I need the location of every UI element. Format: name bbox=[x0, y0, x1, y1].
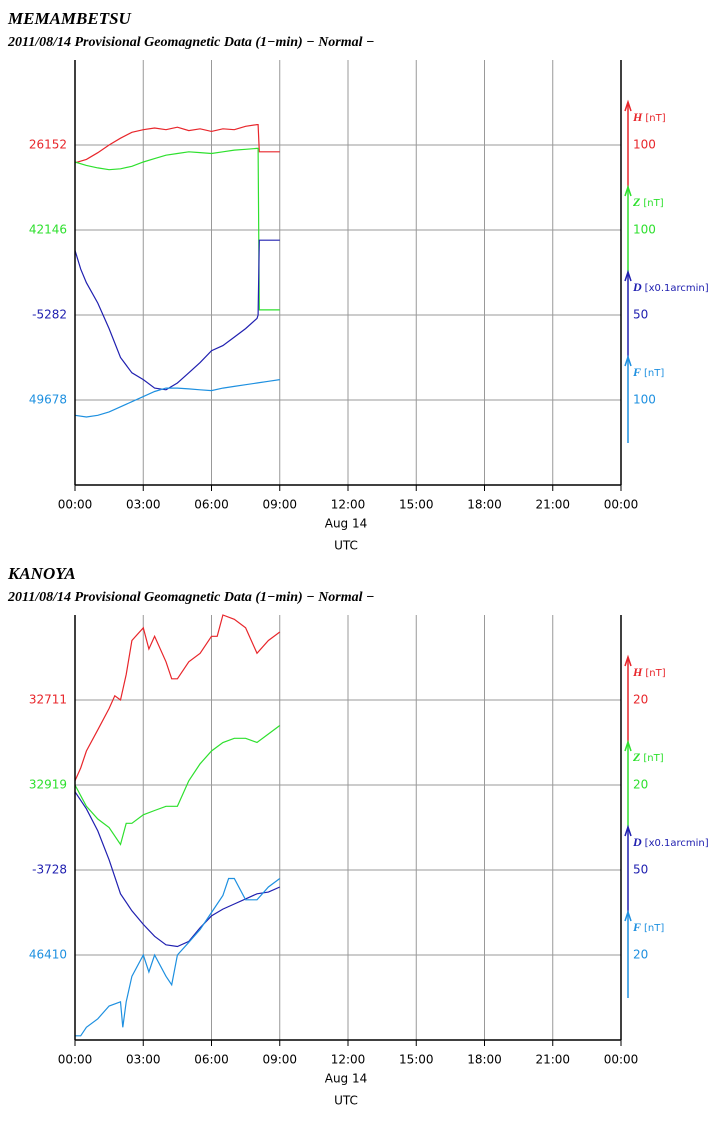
component-label: D [x0.1arcmin] bbox=[632, 280, 709, 294]
component-unit: [nT] bbox=[645, 668, 665, 679]
x-tick-label: 03:00 bbox=[126, 498, 161, 512]
trace bbox=[74, 124, 280, 164]
trace bbox=[74, 239, 280, 391]
scale-arrow bbox=[624, 654, 632, 667]
component-label: H [nT] bbox=[632, 110, 666, 124]
scale-label: 100 bbox=[633, 223, 656, 237]
x-tick-label: 00:00 bbox=[604, 1053, 639, 1067]
x-tick-label: 03:00 bbox=[126, 1053, 161, 1067]
trace bbox=[74, 379, 280, 418]
trace bbox=[74, 725, 281, 846]
scale-arrow bbox=[624, 909, 632, 922]
subtitle: 2011/08/14 Provisional Geomagnetic Data … bbox=[7, 590, 375, 605]
scale-label: 50 bbox=[633, 863, 648, 877]
component-name: H bbox=[632, 110, 643, 124]
scale-arrow bbox=[624, 269, 632, 282]
trace bbox=[74, 147, 280, 311]
x-tick-label: 18:00 bbox=[467, 498, 502, 512]
component-unit: [nT] bbox=[645, 113, 665, 124]
component-name: F bbox=[632, 920, 641, 934]
scale-label: 20 bbox=[633, 693, 648, 707]
x-tick-label: 12:00 bbox=[331, 1053, 366, 1067]
scale-arrow bbox=[624, 99, 632, 112]
x-tick-label: 06:00 bbox=[194, 1053, 229, 1067]
ref-label: 32919 bbox=[29, 778, 67, 792]
scale-arrow bbox=[624, 739, 632, 752]
scale-label: 20 bbox=[633, 778, 648, 792]
x-tick-label: 15:00 bbox=[399, 498, 434, 512]
x-unit: UTC bbox=[334, 1094, 358, 1108]
component-label: Z [nT] bbox=[632, 750, 664, 764]
x-tick-label: 00:00 bbox=[58, 1053, 93, 1067]
scale-label: 20 bbox=[633, 948, 648, 962]
component-unit: [x0.1arcmin] bbox=[645, 283, 709, 294]
ref-label: 26152 bbox=[29, 138, 67, 152]
scale-arrow bbox=[624, 354, 632, 367]
ref-label: 42146 bbox=[29, 223, 67, 237]
component-name: H bbox=[632, 665, 643, 679]
scale-arrow bbox=[624, 184, 632, 197]
x-label: Aug 14 bbox=[325, 517, 368, 531]
x-tick-label: 21:00 bbox=[535, 498, 570, 512]
component-unit: [nT] bbox=[644, 923, 664, 934]
trace bbox=[74, 614, 281, 782]
component-label: Z [nT] bbox=[632, 195, 664, 209]
scale-arrow bbox=[624, 824, 632, 837]
x-tick-label: 00:00 bbox=[58, 498, 93, 512]
x-unit: UTC bbox=[334, 539, 358, 553]
scale-label: 100 bbox=[633, 393, 656, 407]
component-label: H [nT] bbox=[632, 665, 666, 679]
ref-label: 46410 bbox=[29, 948, 67, 962]
x-tick-label: 00:00 bbox=[604, 498, 639, 512]
component-label: F [nT] bbox=[632, 920, 664, 934]
x-tick-label: 09:00 bbox=[262, 1053, 297, 1067]
scale-label: 50 bbox=[633, 308, 648, 322]
scale-label: 100 bbox=[633, 138, 656, 152]
ref-label: -3728 bbox=[32, 863, 67, 877]
x-tick-label: 18:00 bbox=[467, 1053, 502, 1067]
x-tick-label: 09:00 bbox=[262, 498, 297, 512]
x-tick-label: 15:00 bbox=[399, 1053, 434, 1067]
component-name: D bbox=[632, 835, 642, 849]
component-name: Z bbox=[632, 195, 641, 209]
subtitle: 2011/08/14 Provisional Geomagnetic Data … bbox=[7, 35, 375, 50]
component-name: Z bbox=[632, 750, 641, 764]
station-title: KANOYA bbox=[7, 564, 76, 583]
trace bbox=[75, 877, 281, 1037]
x-label: Aug 14 bbox=[325, 1072, 368, 1086]
trace bbox=[74, 791, 281, 948]
component-name: D bbox=[632, 280, 642, 294]
component-unit: [nT] bbox=[643, 198, 663, 209]
x-tick-label: 12:00 bbox=[331, 498, 366, 512]
component-unit: [nT] bbox=[644, 368, 664, 379]
component-unit: [x0.1arcmin] bbox=[645, 838, 709, 849]
station-title: MEMAMBETSU bbox=[7, 9, 132, 28]
ref-label: 32711 bbox=[29, 693, 67, 707]
component-label: D [x0.1arcmin] bbox=[632, 835, 709, 849]
x-tick-label: 06:00 bbox=[194, 498, 229, 512]
component-label: F [nT] bbox=[632, 365, 664, 379]
x-tick-label: 21:00 bbox=[535, 1053, 570, 1067]
component-unit: [nT] bbox=[643, 753, 663, 764]
component-name: F bbox=[632, 365, 641, 379]
ref-label: 49678 bbox=[29, 393, 67, 407]
ref-label: -5282 bbox=[32, 308, 67, 322]
